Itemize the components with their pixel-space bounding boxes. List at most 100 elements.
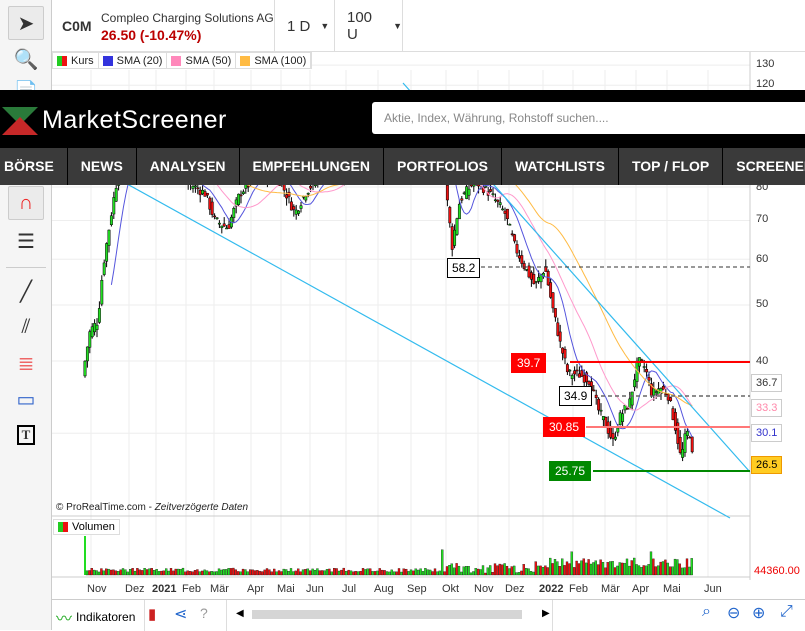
nav-portfolios[interactable]: PORTFOLIOS (383, 148, 502, 185)
legend-kurs[interactable]: Kurs (53, 53, 99, 68)
volume-bar (537, 565, 540, 576)
volume-bar (117, 571, 120, 576)
nav-top-flop[interactable]: TOP / FLOP (618, 148, 724, 185)
volume-bar (616, 565, 619, 576)
volume-bar (633, 557, 636, 576)
indicators-button[interactable]: 〰 Indikatoren (56, 605, 135, 629)
cursor-icon[interactable]: ➤ (8, 6, 44, 40)
volume-bar (174, 568, 177, 576)
volume-bar (299, 571, 302, 576)
zoom-in-icon[interactable]: ⊕ (752, 605, 766, 622)
candle (551, 292, 555, 309)
volume-bar (155, 569, 158, 576)
x-tick: Apr (247, 583, 265, 595)
level-label-58-2[interactable]: 58.2 (447, 258, 481, 278)
volume-bar (181, 567, 185, 576)
level-label-34-9[interactable]: 34.9 (559, 386, 593, 406)
line-tool-icon[interactable]: ╱ (19, 280, 33, 303)
candle (515, 244, 519, 254)
volume-bar (486, 567, 489, 576)
candle (292, 206, 296, 210)
nav-boerse[interactable]: BÖRSE (0, 148, 68, 185)
chart-type-icon[interactable]: ▮ (148, 606, 157, 623)
volume-legend[interactable]: Volumen (53, 519, 120, 535)
volume-bar (565, 561, 569, 576)
volume-bar (234, 569, 237, 576)
share-icon[interactable]: ⋖ (174, 606, 188, 623)
volume-bar (474, 568, 477, 576)
nav-empfehlungen[interactable]: EMPFEHLUNGEN (239, 148, 384, 185)
candle (525, 269, 529, 271)
level-label-25-75[interactable]: 25.75 (549, 461, 592, 481)
volume-bar (558, 566, 561, 576)
scroll-right-icon[interactable]: ▶ (542, 608, 550, 619)
fullscreen-icon[interactable]: ⤢ (780, 603, 793, 620)
volume-bar (577, 563, 581, 576)
volume-bar (690, 558, 693, 576)
volume-bar (217, 568, 221, 576)
help-icon[interactable]: ? (200, 605, 208, 621)
zoom-icon[interactable]: 🔍 (13, 48, 39, 71)
candle (491, 193, 495, 195)
candle (112, 197, 116, 215)
interval-dropdown[interactable]: 1 D ▼ (275, 0, 335, 52)
volume-bar (407, 571, 410, 576)
volume-bar (129, 569, 132, 576)
candle (661, 385, 665, 390)
x-tick: Mär (210, 583, 229, 595)
list-cursor-icon[interactable]: ☰ (17, 230, 35, 253)
level-label-39-7[interactable]: 39.7 (511, 353, 547, 373)
nav-watchlists[interactable]: WATCHLISTS (501, 148, 619, 185)
legend-sma20[interactable]: SMA (20) (99, 53, 168, 68)
level-label-30-85[interactable]: 30.85 (543, 417, 586, 437)
legend-sma100[interactable]: SMA (100) (236, 53, 312, 68)
logo[interactable]: MarketScreener (2, 106, 227, 135)
candle (237, 193, 241, 205)
volume-bar (201, 570, 204, 576)
candle (573, 370, 577, 375)
volume-bar (121, 568, 125, 576)
volume-value: 44360.00 (754, 565, 800, 577)
scrollbar[interactable] (252, 610, 522, 619)
chart-legend: Kurs SMA (20) SMA (50) SMA (100) (52, 52, 313, 69)
volume-bar (93, 569, 96, 576)
search-input[interactable]: Aktie, Index, Währung, Rohstoff suchen..… (372, 102, 805, 134)
volume-bar (477, 568, 480, 576)
volume-bar (551, 563, 554, 576)
units-dropdown[interactable]: 100 U ▼ (335, 0, 403, 52)
volume-bar (510, 566, 513, 576)
trendline-lower (119, 179, 731, 519)
volume-bar (657, 565, 660, 576)
legend-sma50[interactable]: SMA (50) (167, 53, 237, 68)
nav-news[interactable]: NEWS (67, 148, 137, 185)
zoom-fit-icon[interactable]: ⌕ (702, 603, 711, 620)
volume-bar (333, 568, 336, 576)
indicators-icon: 〰 (56, 611, 73, 628)
volume-bar (105, 568, 108, 576)
candle (678, 437, 682, 453)
candle (611, 433, 615, 439)
volume-bar (258, 570, 261, 576)
volume-bar (289, 568, 293, 576)
x-tick: Feb (569, 583, 588, 595)
candle (217, 222, 221, 225)
scroll-left-icon[interactable]: ◀ (236, 608, 244, 619)
shapes-icon[interactable]: ▭ (16, 388, 36, 411)
magnet-icon[interactable]: ∩ (8, 186, 44, 220)
candle (198, 189, 202, 196)
fibonacci-icon[interactable]: ≣ (17, 352, 35, 375)
channel-tool-icon[interactable]: ⫽ (21, 315, 31, 338)
volume-bar (107, 568, 110, 576)
volume-bar (498, 563, 501, 576)
zoom-out-icon[interactable]: ⊖ (727, 605, 741, 622)
nav-analysen[interactable]: ANALYSEN (136, 148, 240, 185)
text-tool-icon[interactable]: T (8, 418, 44, 452)
volume-bar (376, 570, 379, 576)
nav-screener[interactable]: SCREENER (723, 148, 805, 185)
volume-bar (661, 561, 665, 576)
sma100-badge: 36.7 (751, 374, 783, 392)
volume-bar (112, 569, 115, 576)
volume-bar (141, 570, 144, 576)
volume-bar (328, 568, 331, 576)
volume-bar (400, 571, 403, 576)
